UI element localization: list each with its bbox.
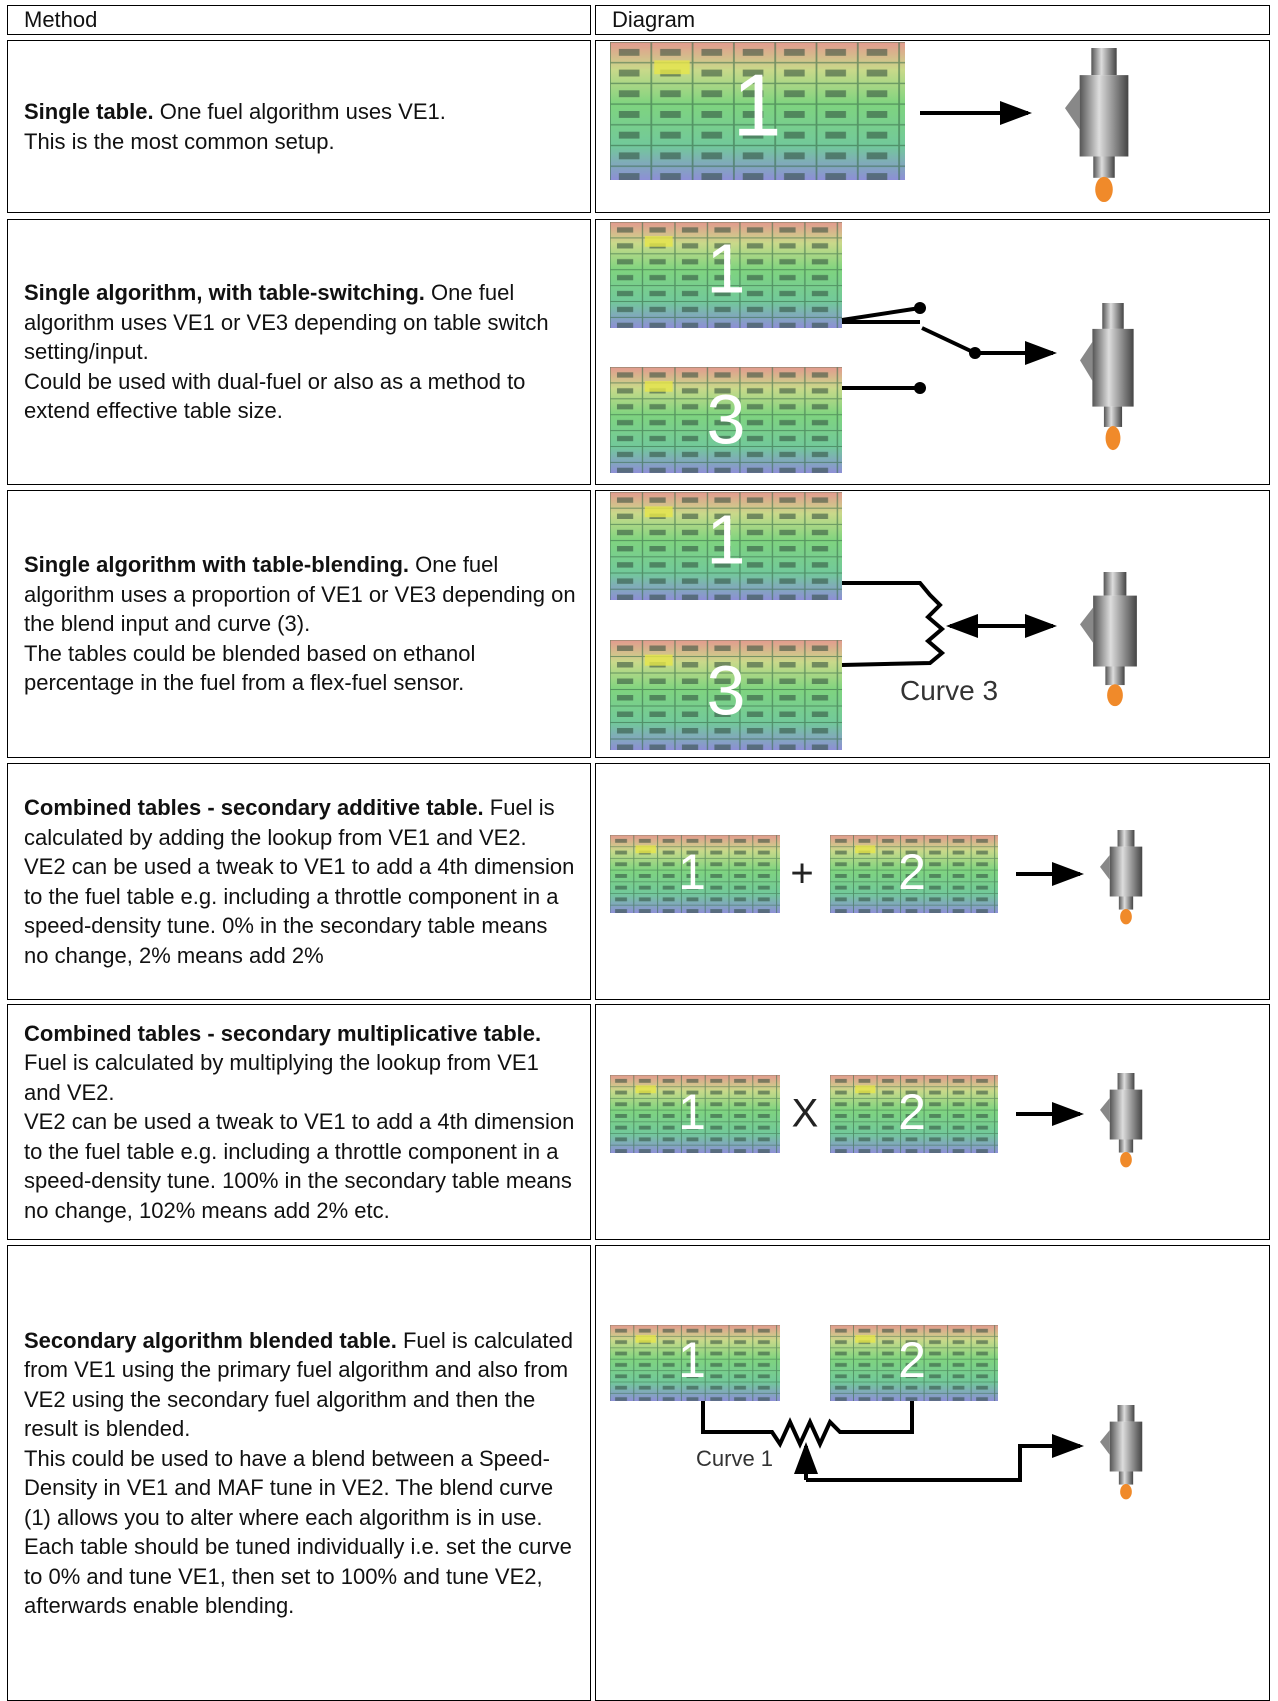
table-number: 1 [678,1332,706,1388]
method-description: One fuel algorithm uses VE1. [159,99,446,124]
blend-resistor [701,1401,1084,1482]
paragraph: VE2 can be used a tweak to VE1 to add a … [24,852,576,970]
method-description: Fuel is calculated from VE1 using the pr… [24,1327,573,1442]
diagram-cell [595,40,1270,213]
curve-label: Curve 1 [696,1446,773,1471]
method-description: This is the most common setup. [24,128,335,154]
operator: + [790,852,813,896]
header-cell: Diagram [595,5,1270,35]
table-number: 1 [733,55,782,154]
method-title: Single algorithm, with table-switching. [24,280,425,306]
method-text: Single table. One fuel algorithm uses VE… [24,97,446,156]
table-number: 2 [898,1084,926,1140]
paragraph: VE2 can be used a tweak to VE1 to add a … [24,1107,576,1225]
injector [1080,303,1134,451]
method-text: Combined tables - secondary additive tab… [24,793,576,970]
method-description: This could be used to have a blend betwe… [24,1445,572,1619]
diagram-cell [595,490,1270,758]
injector [1080,572,1137,707]
paragraph: Combined tables - secondary multiplicati… [24,1019,576,1108]
paragraph: This could be used to have a blend betwe… [24,1444,576,1621]
method-text: Single algorithm, with table-switching. … [24,278,576,426]
method-description: One fuel algorithm uses VE1 or VE3 depen… [24,280,549,365]
method-description: Could be used with dual-fuel or also as … [24,368,526,424]
method-title: Combined tables - secondary additive tab… [24,795,484,820]
method-description: VE2 can be used a tweak to VE1 to add a … [24,854,575,968]
blend-resistor [841,581,1057,667]
table-number: 1 [678,844,706,900]
injector [1100,1405,1143,1500]
paragraph: Combined tables - secondary additive tab… [24,793,576,852]
method-text: Single algorithm with table-blending. On… [24,550,576,698]
paragraph: Could be used with dual-fuel or also as … [24,367,576,426]
method-description: Fuel is calculated by multiplying the lo… [24,1050,539,1105]
method-cell: Single algorithm, with table-switching. … [7,219,591,485]
operator: X [792,1092,819,1136]
table-number: 1 [678,1084,706,1140]
method-description: One fuel algorithm uses a proportion of … [24,552,576,637]
diagram-cell [595,763,1270,1000]
method-title: Single algorithm with table-blending. [24,552,409,578]
paragraph: Secondary algorithm blended table. Fuel … [24,1326,576,1444]
method-cell: Combined tables - secondary multiplicati… [7,1004,591,1240]
method-title: Secondary algorithm blended table. [24,1327,397,1353]
table-number: 1 [707,229,746,307]
method-cell: Secondary algorithm blended table. Fuel … [7,1245,591,1701]
curve-label: Curve 3 [900,675,998,706]
injector [1065,48,1129,203]
method-cell: Single algorithm with table-blending. On… [7,490,591,758]
table-number: 3 [707,380,746,458]
paragraph: This is the most common setup. [24,127,446,157]
method-description: The tables could be blended based on eth… [24,640,476,696]
paragraph: Single table. One fuel algorithm uses VE… [24,97,446,127]
header-text: Diagram [612,7,696,32]
paragraph: Single algorithm, with table-switching. … [24,278,576,367]
method-description: Fuel is calculated by adding the lookup … [24,795,555,850]
method-cell: Combined tables - secondary additive tab… [7,763,591,1000]
table-number: 2 [898,1332,926,1388]
paragraph: The tables could be blended based on eth… [24,639,576,698]
header-cell: Method [7,5,591,35]
table-number: 3 [707,651,746,729]
injector [1100,1073,1143,1168]
method-text: Combined tables - secondary multiplicati… [24,1019,576,1226]
table-number: 1 [707,500,746,578]
diagram-cell [595,1004,1270,1240]
paragraph: Single algorithm with table-blending. On… [24,550,576,639]
method-text: Secondary algorithm blended table. Fuel … [24,1326,576,1621]
switch [841,302,1057,394]
injector [1100,830,1143,925]
method-description: VE2 can be used a tweak to VE1 to add a … [24,1109,575,1223]
method-title: Single table. [24,99,154,124]
table-number: 2 [898,844,926,900]
diagram-cell [595,219,1270,485]
method-cell: Single table. One fuel algorithm uses VE… [7,40,591,213]
method-title: Combined tables - secondary multiplicati… [24,1020,542,1046]
header-text: Method [24,7,98,32]
